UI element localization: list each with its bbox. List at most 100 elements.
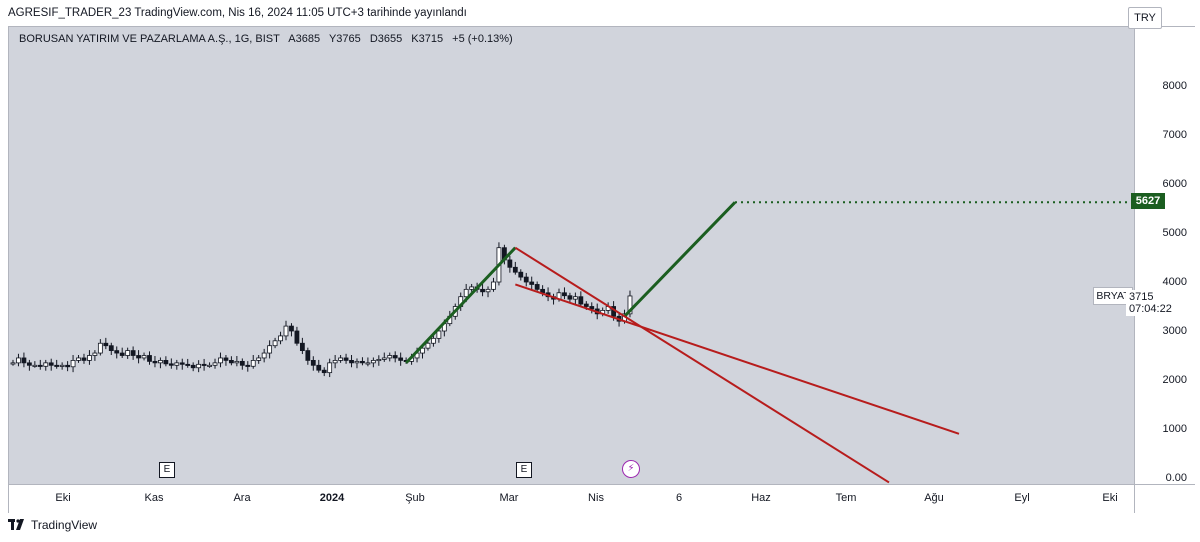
candle-body [103, 342, 109, 347]
candle-body [360, 360, 365, 364]
candle-body [463, 288, 469, 298]
x-tick-label: Ara [233, 492, 251, 504]
candle-body [523, 276, 529, 283]
candle-body [212, 362, 218, 366]
candle-body [338, 357, 344, 361]
legend-close: K3715 [411, 33, 444, 45]
symbol-price-tag: BRYAT [1093, 287, 1133, 305]
legend-high: Y3765 [328, 33, 361, 45]
candle-body [398, 357, 404, 361]
candle-body [376, 359, 382, 362]
time-axis[interactable]: Eki Kas Ara 2024 Şub Mar Nis 6 Haz Tem Ağu Eyl Eki [9, 484, 1134, 513]
candle-body [119, 352, 125, 356]
candle-body [158, 359, 163, 364]
candle-body [261, 352, 267, 359]
candle-body [431, 337, 436, 344]
candle-body [272, 340, 278, 347]
footer-brand[interactable]: TradingView [8, 518, 97, 532]
candle-body [21, 357, 27, 364]
candle-body [583, 303, 589, 307]
candle-body [567, 295, 573, 300]
candle-body [130, 350, 136, 356]
candle-body [81, 357, 87, 361]
y-tick-label: 1000 [1162, 423, 1187, 435]
projection-line [623, 201, 737, 318]
candle-body [305, 350, 311, 361]
x-tick-label: Ağu [924, 492, 944, 504]
candle-body [59, 364, 65, 367]
dividend-event-icon[interactable]: ⚡ [622, 460, 640, 478]
candle-body [43, 362, 49, 367]
candle-body [65, 364, 70, 368]
candle-body [54, 364, 60, 367]
price-axis[interactable]: 0.00 1000 2000 3000 4000 5000 6000 7000 8000 [1134, 27, 1195, 484]
y-tick-label: 5000 [1162, 227, 1187, 239]
candle-body [108, 345, 114, 352]
candle-body [491, 281, 496, 290]
wedge-lower-line [515, 283, 960, 435]
x-tick-label: Eki [55, 492, 71, 504]
candle-body [278, 335, 283, 342]
candle-body [76, 357, 81, 361]
candle-body [185, 363, 191, 366]
wedge-upper-line [514, 246, 890, 484]
y-tick-label: 7000 [1162, 129, 1187, 141]
legend-change: +5 (+0.13%) [452, 33, 513, 45]
candle-body [469, 286, 475, 290]
candle-body [349, 359, 354, 364]
last-price-value: 3715 [1129, 291, 1154, 303]
candle-body [136, 355, 141, 359]
candle-body [299, 342, 305, 351]
candle-body [332, 359, 338, 364]
earnings-marker-1[interactable]: E [159, 462, 175, 478]
earnings-marker-2[interactable]: E [516, 462, 532, 478]
candle-body [589, 306, 595, 310]
candle-body [425, 342, 431, 349]
candle-body [179, 362, 185, 365]
candle-body [174, 362, 180, 366]
candle-body [512, 266, 518, 273]
x-tick-label: 6 [675, 492, 683, 504]
x-tick-label: Şub [405, 492, 425, 504]
candle-body [316, 364, 322, 371]
candle-body [234, 360, 240, 364]
legend-low: D3655 [369, 33, 403, 45]
candle-body [141, 355, 147, 359]
candle-body [16, 357, 21, 364]
candle-body [392, 355, 398, 359]
candle-body [365, 362, 371, 365]
candle-body [354, 360, 360, 364]
candle-body [147, 355, 152, 362]
candle-body [485, 288, 491, 293]
x-tick-label: 2024 [319, 492, 345, 504]
candle-body [163, 359, 169, 365]
candle-body [48, 362, 54, 366]
candle-body [97, 342, 103, 354]
x-tick-label: Mar [499, 492, 519, 504]
price-plot[interactable]: BORUSAN YATIRIM VE PAZARLAMA A.Ş., 1G, B… [9, 27, 1134, 484]
candle-body [267, 345, 273, 354]
candle-body [283, 325, 289, 337]
currency-selector[interactable]: TRY [1128, 7, 1162, 29]
tradingview-logo-icon [8, 519, 27, 531]
candle-body [343, 357, 349, 361]
bar-countdown: 07:04:22 [1129, 303, 1172, 315]
x-tick-label: Tem [835, 492, 857, 504]
candle-body [518, 271, 524, 278]
candle-body [92, 352, 98, 356]
candle-body [70, 359, 76, 368]
candle-body [245, 364, 251, 367]
candle-body [239, 360, 245, 366]
chart-legend: BORUSAN YATIRIM VE PAZARLAMA A.Ş., 1G, B… [19, 33, 519, 45]
candlestick-chart[interactable] [9, 27, 1134, 484]
candle-body [26, 362, 32, 366]
candle-body [381, 357, 387, 360]
candle-body [201, 363, 207, 366]
candle-body [529, 281, 535, 285]
axis-corner [1134, 484, 1195, 513]
legend-symbol: BORUSAN YATIRIM VE PAZARLAMA A.Ş., 1G, B… [19, 33, 280, 45]
candle-body [196, 363, 202, 369]
candle-body [125, 350, 131, 356]
candle-body [370, 359, 376, 364]
chart-frame[interactable]: BORUSAN YATIRIM VE PAZARLAMA A.Ş., 1G, B… [8, 26, 1195, 513]
